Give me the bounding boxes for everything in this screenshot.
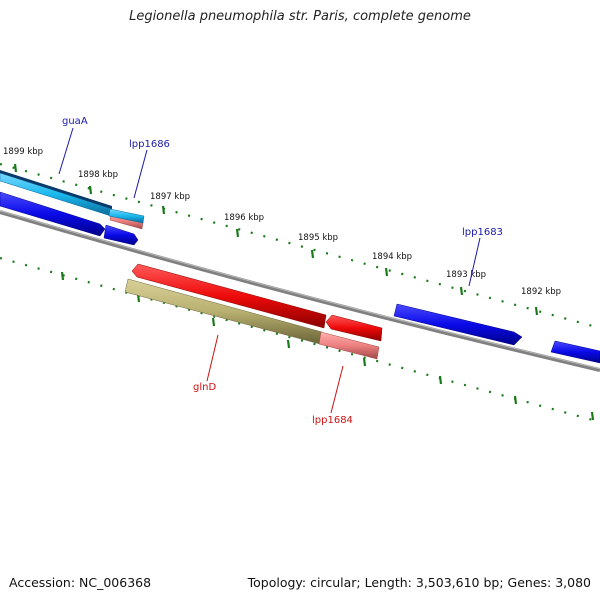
gene-lpp1684-cds[interactable] <box>325 314 383 342</box>
accession-label: Accession: NC_006368 <box>9 575 152 590</box>
cds-blue-1[interactable] <box>0 191 106 237</box>
tick-label-1899: 1899 kbp <box>3 147 43 157</box>
genome-summary: Topology: circular; Length: 3,503,610 bp… <box>247 575 591 590</box>
tick-label-1893: 1893 kbp <box>446 270 486 280</box>
tick-label-1898: 1898 kbp <box>78 170 118 180</box>
gene-label-lpp1683[interactable]: lpp1683 <box>462 227 503 238</box>
leader-glnD <box>206 334 219 382</box>
gene-guaA-top-stripe <box>0 170 112 209</box>
cds-blue-3[interactable] <box>550 340 600 364</box>
tick-label-1895: 1895 kbp <box>298 233 338 243</box>
tick-label-1894: 1894 kbp <box>372 252 412 262</box>
gene-label-lpp1686[interactable]: lpp1686 <box>129 139 170 150</box>
gene-label-lpp1684[interactable]: lpp1684 <box>312 415 353 426</box>
genome-backbone-highlight <box>0 210 600 370</box>
leader-lpp1683 <box>468 237 481 287</box>
leader-lpp1684 <box>330 365 344 414</box>
gene-lpp1686-cds[interactable] <box>108 208 145 224</box>
gene-label-guaA[interactable]: guaA <box>62 116 88 127</box>
gene-lpp1683-cds[interactable] <box>393 303 523 346</box>
gene-label-glnD[interactable]: glnD <box>193 382 216 393</box>
cds-blue-2[interactable] <box>103 224 139 246</box>
map-title: Legionella pneumophila str. Paris, compl… <box>129 9 471 24</box>
genome-backbone <box>0 210 600 372</box>
leader-guaA <box>58 127 74 175</box>
tick-label-1892: 1892 kbp <box>521 287 561 297</box>
outer-major-ticks <box>13 163 539 316</box>
gene-lpp1684-pink[interactable] <box>318 331 380 360</box>
tick-label-1896: 1896 kbp <box>224 213 264 223</box>
leader-lpp1686 <box>133 149 148 199</box>
tick-label-1897: 1897 kbp <box>150 192 190 202</box>
gene-glnD-cds[interactable] <box>131 263 327 329</box>
